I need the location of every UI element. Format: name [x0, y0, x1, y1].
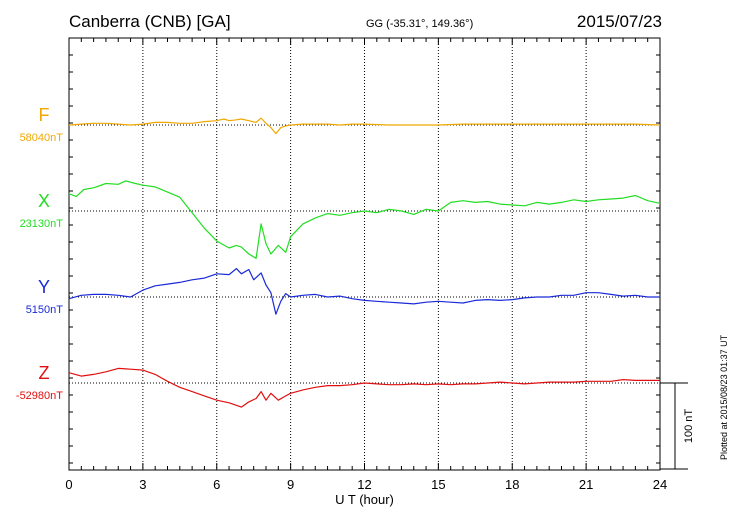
series-baseline-x: 23130nT	[20, 218, 64, 230]
x-tick-label: 12	[357, 477, 371, 492]
x-tick-label: 24	[653, 477, 667, 492]
series-line-y	[68, 268, 660, 315]
x-tick-label: 9	[287, 477, 294, 492]
series-name-y: Y	[38, 277, 50, 297]
plot-date: 2015/07/23	[576, 12, 662, 31]
series-line-z	[68, 367, 660, 408]
x-tick-label: 0	[65, 477, 72, 492]
x-tick-label: 15	[431, 477, 445, 492]
series-line-x	[68, 180, 661, 259]
x-axis-label: U T (hour)	[335, 492, 394, 507]
x-tick-label: 3	[139, 477, 146, 492]
scale-bar-label: 100 nT	[683, 409, 695, 444]
series-baseline-z: -52980nT	[16, 390, 63, 402]
geographic-coordinates: GG (-35.31°, 149.36°)	[366, 18, 474, 30]
x-tick-label: 21	[579, 477, 593, 492]
series-name-z: Z	[39, 363, 50, 383]
series-name-f: F	[39, 105, 50, 125]
series-name-x: X	[38, 191, 50, 211]
series-line-f	[68, 117, 661, 135]
series-baseline-f: 58040nT	[20, 132, 64, 144]
series-baseline-y: 5150nT	[26, 304, 64, 316]
x-tick-label: 6	[213, 477, 220, 492]
x-tick-label: 18	[505, 477, 519, 492]
station-title: Canberra (CNB) [GA]	[69, 12, 231, 31]
